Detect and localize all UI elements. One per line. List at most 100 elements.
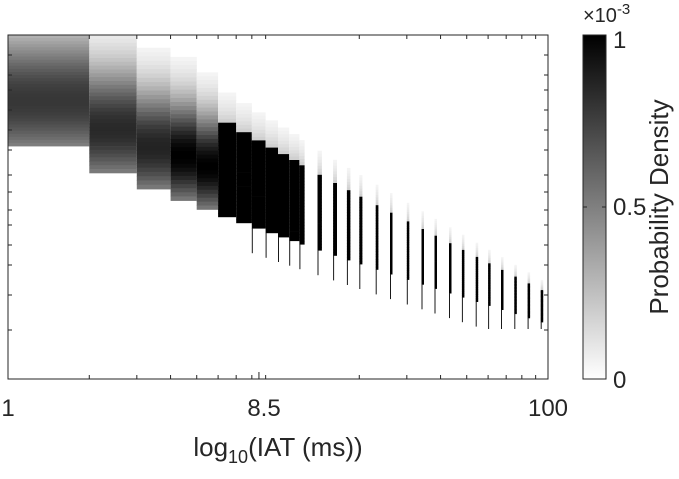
- heatmap-cell: [359, 239, 363, 243]
- heatmap-cell: [421, 260, 424, 263]
- heatmap-cell: [501, 268, 504, 271]
- heatmap-cell: [136, 103, 171, 109]
- heatmap-cell: [289, 208, 300, 212]
- heatmap-cell: [333, 191, 337, 195]
- heatmap-cell: [375, 238, 379, 242]
- heatmap-cell: [434, 231, 437, 234]
- heatmap-cell: [8, 142, 90, 147]
- heatmap-cell: [333, 162, 337, 166]
- heatmap-cell: [475, 274, 479, 277]
- heatmap-cell: [406, 274, 410, 278]
- heatmap-cell: [461, 295, 465, 298]
- heatmap-cell: [251, 186, 266, 190]
- heatmap-cell: [390, 220, 393, 223]
- heatmap-cell: [170, 126, 197, 132]
- heatmap-cell: [196, 193, 219, 199]
- heatmap-cell: [170, 110, 197, 115]
- heatmap-cell: [218, 103, 237, 109]
- heatmap-cell: [317, 214, 322, 218]
- heatmap-cell: [251, 207, 266, 211]
- heatmap-cell: [236, 182, 252, 187]
- heatmap-cell: [236, 110, 252, 115]
- heatmap-cell: [265, 123, 278, 128]
- heatmap-cell: [136, 64, 171, 70]
- heatmap-cell: [89, 142, 137, 147]
- heatmap-cell: [289, 172, 300, 177]
- heatmap-cell: [278, 190, 290, 195]
- heatmap-cell: [501, 271, 504, 274]
- heatmap-cell: [136, 167, 171, 173]
- heatmap-cell: [278, 213, 290, 218]
- heatmap-cell: [475, 269, 479, 272]
- heatmap-cell: [333, 177, 337, 181]
- heatmap-cell: [475, 264, 479, 267]
- heatmap-cell: [196, 182, 219, 187]
- heatmap-cell: [390, 259, 393, 263]
- heatmap-cell: [170, 106, 197, 111]
- heatmap-cell: [289, 169, 300, 174]
- heatmap-cell: [449, 239, 452, 242]
- heatmap-cell: [317, 247, 322, 251]
- colorbar-label: Probability Density: [644, 99, 674, 314]
- heatmap-cell: [251, 168, 266, 173]
- heatmap-cell: [488, 275, 491, 278]
- heatmap-cell: [317, 165, 322, 170]
- heatmap-cell: [501, 266, 504, 269]
- heatmap-cell: [278, 193, 290, 198]
- heatmap-cell: [170, 134, 197, 140]
- heatmap-cell: [251, 154, 266, 159]
- heatmap-cell: [475, 280, 479, 283]
- heatmap-cell: [527, 290, 531, 293]
- heatmap-cell: [289, 234, 300, 238]
- heatmap-cell: [299, 155, 305, 160]
- heatmap-cell: [488, 251, 491, 254]
- heatmap-cell: [475, 242, 479, 245]
- heatmap-cell: [136, 99, 171, 104]
- heatmap-cell: [501, 281, 504, 283]
- heatmap-cell: [501, 296, 504, 299]
- heatmap-cell: [475, 262, 479, 265]
- heatmap-cell: [406, 219, 410, 222]
- heatmap-cell: [461, 280, 465, 283]
- heatmap-cell: [514, 291, 517, 294]
- heatmap-cell: [317, 220, 322, 224]
- heatmap-cell: [289, 224, 300, 229]
- heatmap-cell: [501, 277, 504, 280]
- heatmap-cell: [289, 137, 300, 141]
- heatmap-cell: [461, 287, 465, 290]
- heatmap-cell: [449, 265, 452, 268]
- heatmap-cell: [218, 107, 237, 112]
- heatmap-cell: [346, 257, 351, 261]
- heatmap-cell: [299, 222, 305, 226]
- heatmap-cell: [218, 149, 237, 154]
- heatmap-cell: [540, 293, 544, 296]
- heatmap-cell: [278, 170, 290, 175]
- heatmap-cell: [278, 137, 290, 142]
- heatmap-cell: [501, 273, 504, 276]
- heatmap-cell: [540, 307, 544, 310]
- heatmap-cell: [527, 309, 531, 312]
- heatmap-cell: [317, 226, 322, 230]
- heatmap-cell: [406, 223, 410, 227]
- heatmap-cell: [218, 126, 237, 131]
- heatmap-cell: [449, 277, 452, 280]
- heatmap-cell: [375, 236, 379, 239]
- heatmap-cell: [449, 293, 450, 319]
- heatmap-cell: [406, 212, 410, 215]
- heatmap-cell: [540, 292, 544, 295]
- heatmap-cell: [501, 284, 504, 287]
- heatmap-cell: [196, 111, 219, 116]
- heatmap-cell: [236, 175, 252, 180]
- heatmap-cell: [170, 143, 197, 148]
- heatmap-cell: [333, 203, 337, 207]
- heatmap-cell: [218, 171, 237, 176]
- heatmap-cell: [170, 184, 197, 189]
- heatmap-cell: [333, 200, 337, 204]
- heatmap-cell: [317, 192, 322, 197]
- heatmap-cell: [475, 249, 479, 252]
- heatmap-cell: [218, 190, 237, 195]
- heatmap-cell: [299, 241, 305, 245]
- heatmap-cell: [278, 217, 290, 221]
- heatmap-cell: [527, 297, 531, 299]
- heatmap-cell: [540, 302, 544, 305]
